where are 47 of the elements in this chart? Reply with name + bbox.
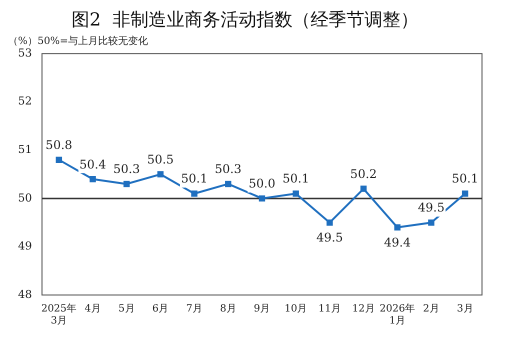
point <box>258 195 266 202</box>
text: 49.4 <box>384 236 411 250</box>
text: 50.0 <box>248 176 276 191</box>
point <box>326 219 333 226</box>
point <box>360 186 367 192</box>
x-tick-label: 8月 <box>220 304 236 315</box>
text: 50.1 <box>180 172 208 186</box>
point <box>292 190 299 197</box>
chart-subtitle: （%）50%=与上月比较无变化 <box>8 35 148 48</box>
text: 49.5 <box>316 230 344 245</box>
x-tick-label: 6月 <box>152 304 169 315</box>
text: 50.4 <box>79 157 106 172</box>
text: 50.3 <box>113 162 140 176</box>
x-tick-label: 12月 <box>352 304 375 315</box>
point <box>428 219 434 226</box>
x-tick-label: 10月 <box>284 304 308 315</box>
point <box>191 190 198 197</box>
text: 50.5 <box>147 152 174 166</box>
text: 50.1 <box>282 172 310 186</box>
point <box>90 176 96 182</box>
point <box>225 180 232 188</box>
x-tick-label: 9月 <box>254 304 270 315</box>
x-tick-label: 11月 <box>318 304 342 315</box>
x-tick-label: 7月 <box>186 304 202 315</box>
point <box>157 171 164 178</box>
y-tick-label: 52 <box>18 94 32 108</box>
x-tick-label: 2025年 3月 <box>41 302 77 327</box>
point <box>394 224 401 231</box>
chart-title: 图2 非制造业商务活动指数（经季节调整） <box>72 9 418 30</box>
text: 50.1 <box>452 172 478 186</box>
y-tick-label: 53 <box>18 46 32 60</box>
text: 49.5 <box>418 200 445 215</box>
text: 50.3 <box>214 162 242 176</box>
x-tick-label: 2月 <box>423 304 440 315</box>
text: 50.2 <box>350 166 377 181</box>
y-tick-label: 51 <box>18 143 32 156</box>
y-tick-label: 49 <box>18 240 32 253</box>
x-tick-label: 4月 <box>84 304 101 315</box>
y-tick-label: 48 <box>18 288 32 301</box>
y-tick-label: 50 <box>18 191 32 204</box>
text: 50.8 <box>46 138 72 152</box>
x-tick-label: 5月 <box>118 304 135 315</box>
point <box>56 156 62 163</box>
x-tick-label: 2026年 1月 <box>380 302 416 327</box>
point <box>462 190 468 197</box>
x-tick-label: 3月 <box>456 304 474 315</box>
point <box>123 180 130 188</box>
